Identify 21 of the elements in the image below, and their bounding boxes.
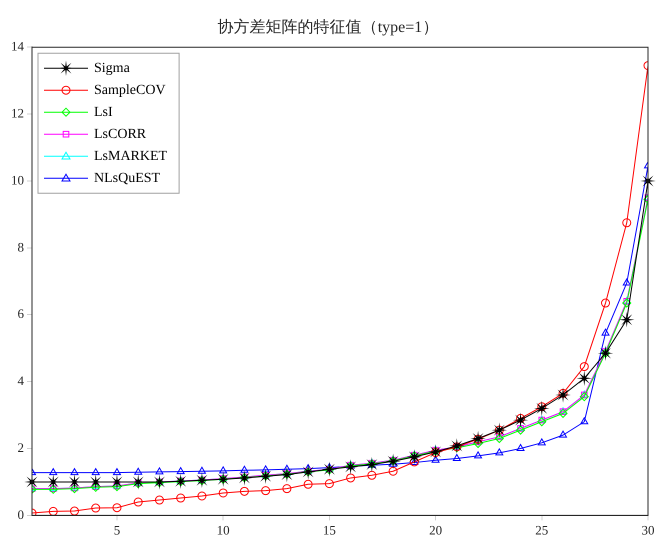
- y-tick-label: 10: [11, 172, 24, 188]
- y-tick-label: 4: [18, 373, 24, 388]
- y-tick-label: 14: [11, 38, 24, 54]
- legend-label: NLsQuEST: [94, 170, 161, 186]
- x-tick-label: 20: [429, 522, 442, 538]
- x-tick-label: 5: [114, 522, 120, 538]
- legend-label: SampleCOV: [94, 82, 166, 98]
- y-tick-label: 0: [18, 506, 24, 522]
- x-tick-label: 30: [642, 522, 654, 538]
- chart-title: 协方差矩阵的特征值（type=1）: [218, 18, 438, 36]
- y-tick-label: 12: [11, 106, 24, 121]
- y-tick-label: 2: [18, 440, 24, 455]
- legend-label: Sigma: [94, 60, 131, 76]
- legend-label: LsCORR: [94, 126, 147, 142]
- x-tick-label: 15: [322, 522, 336, 538]
- legend-label: LsMARKET: [94, 148, 168, 164]
- x-tick-label: 10: [216, 522, 230, 538]
- x-tick-label: 25: [535, 522, 548, 538]
- y-tick-label: 6: [18, 306, 24, 322]
- legend-label: LsI: [94, 104, 113, 120]
- y-tick-label: 8: [18, 239, 24, 254]
